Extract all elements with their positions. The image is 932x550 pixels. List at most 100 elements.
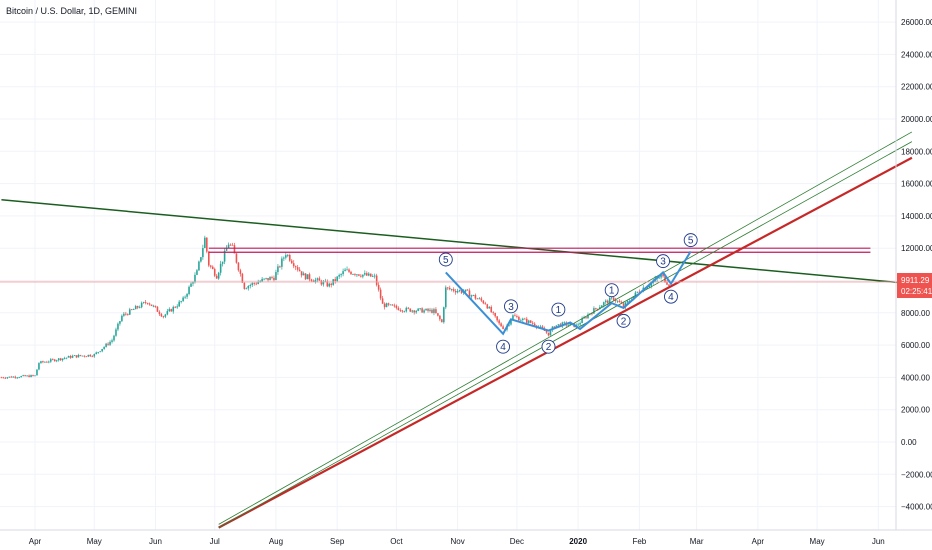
candle-body	[202, 248, 204, 258]
channel-outer[interactable]	[218, 131, 913, 525]
candle-body	[273, 277, 275, 281]
candle-body	[314, 279, 317, 282]
candle-body	[500, 323, 502, 327]
time-tick-label: May	[87, 537, 102, 546]
candle-body	[225, 248, 228, 251]
candle-body	[285, 255, 287, 258]
candle-body	[369, 273, 372, 277]
candle-body	[352, 274, 354, 275]
candle-body	[626, 301, 629, 303]
candle-body	[508, 324, 510, 326]
candle-body	[156, 306, 159, 312]
candle-body	[81, 355, 84, 357]
descending-trendline[interactable]	[1, 199, 912, 285]
candle-body	[132, 309, 135, 310]
candle-body	[448, 287, 451, 290]
price-tick-label: 0.00	[901, 438, 917, 447]
candle-body	[395, 305, 398, 308]
candle-body	[245, 288, 248, 290]
candle-body	[377, 284, 380, 290]
candle-body	[539, 326, 542, 328]
candle-body	[306, 274, 309, 280]
candle-body	[85, 356, 88, 358]
candle-body	[219, 263, 222, 273]
candle-body	[563, 322, 566, 324]
candle-body	[162, 316, 165, 318]
candle-body	[46, 361, 48, 363]
candle-body	[12, 376, 15, 378]
candle-body	[188, 286, 190, 295]
candle-body	[387, 303, 390, 305]
time-tick-label: Aug	[269, 537, 283, 546]
candle-body	[510, 320, 512, 325]
candle-body	[83, 355, 86, 357]
candle-body	[34, 375, 36, 377]
candle-body	[198, 261, 200, 271]
candle-body	[445, 287, 447, 308]
candle-body	[215, 275, 218, 279]
candle-body	[95, 352, 98, 355]
candle-body	[567, 324, 570, 326]
candle-body	[32, 375, 34, 376]
candle-body	[342, 271, 344, 275]
support-trendline[interactable]	[218, 156, 913, 529]
candle-body	[97, 352, 99, 353]
candle-body	[320, 280, 323, 285]
candle-body	[235, 253, 238, 263]
candle-body	[93, 354, 96, 357]
time-axis[interactable]: Apr May Jun Jul Aug Sep Oct Nov Dec 2020 Feb Mar Apr…	[29, 537, 885, 546]
candle-body	[492, 312, 494, 314]
candle-body	[379, 289, 382, 299]
wave-label: 5	[443, 255, 449, 266]
candle-body	[478, 298, 481, 300]
candle-body	[61, 358, 64, 361]
candle-body	[581, 318, 583, 324]
candle-body	[593, 308, 595, 314]
wave-label: 2	[546, 342, 552, 353]
candle-body	[176, 306, 178, 308]
candle-body	[134, 306, 137, 310]
candle-body	[211, 266, 214, 270]
candle-body	[164, 314, 167, 317]
wave-label-circle	[551, 302, 566, 317]
candle-body	[77, 354, 80, 358]
candle-body	[411, 310, 414, 312]
candle-body	[99, 351, 101, 353]
candle-body	[73, 355, 76, 357]
time-tick-label: Feb	[632, 537, 646, 546]
candle-body	[44, 361, 46, 363]
candle-body	[241, 273, 244, 283]
price-tick-label: −4000.00	[901, 503, 932, 512]
candle-body	[348, 269, 350, 272]
candle-body	[213, 269, 216, 276]
candle-body	[660, 274, 662, 278]
candle-body	[174, 306, 177, 308]
candle-body	[527, 320, 530, 323]
candle-body	[358, 274, 360, 276]
candle-body	[144, 302, 147, 304]
wave-label: 5	[688, 236, 694, 247]
candle-body	[340, 274, 342, 276]
candle-body	[468, 290, 471, 297]
candle-body	[338, 275, 340, 277]
candle-body	[579, 323, 581, 325]
candle-body	[587, 314, 589, 319]
wave-path[interactable]	[445, 250, 692, 336]
candle-body	[454, 290, 457, 293]
time-tick-label: Apr	[752, 537, 765, 546]
candle-body	[196, 270, 198, 275]
channel-inner[interactable]	[218, 141, 913, 528]
time-tick-label: Apr	[29, 537, 42, 546]
price-axis[interactable]: 26000.00 24000.00 22000.00 20000.00 18000.00…	[901, 18, 932, 512]
candle-body	[129, 309, 131, 315]
candle-body	[190, 283, 192, 287]
candle-body	[662, 274, 664, 277]
time-tick-label: Jun	[872, 537, 885, 546]
candle-body	[48, 361, 50, 363]
candle-body	[312, 280, 315, 282]
candle-body	[429, 309, 431, 311]
candle-body	[606, 300, 609, 304]
candle-body	[328, 283, 331, 287]
candle-body	[113, 335, 115, 341]
wave-label-circle	[504, 299, 518, 314]
